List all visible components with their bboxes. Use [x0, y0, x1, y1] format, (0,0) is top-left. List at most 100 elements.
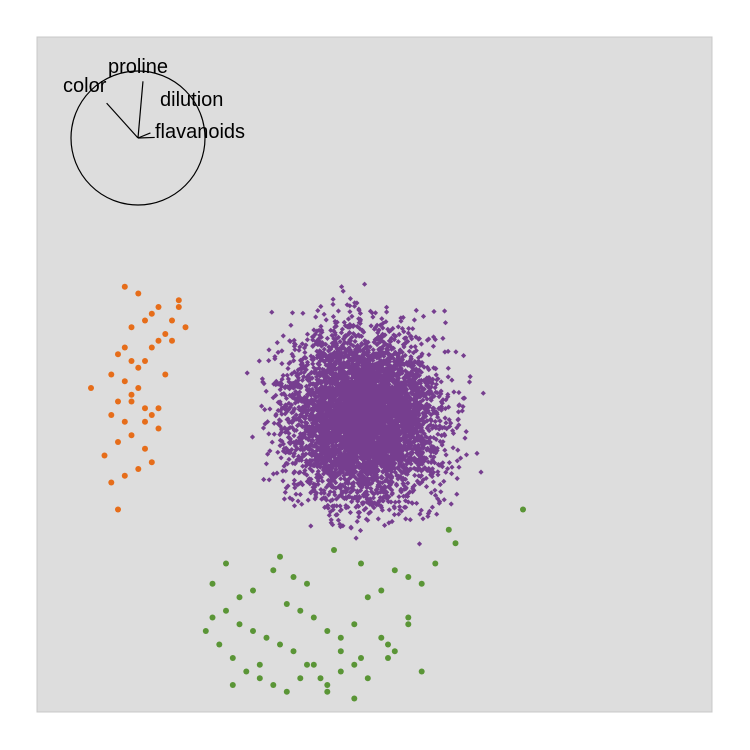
orange-point	[128, 391, 135, 398]
orange-point	[101, 452, 108, 459]
green-point	[209, 580, 216, 587]
orange-point	[182, 324, 189, 331]
projection-axis-line	[137, 136, 155, 139]
points-layer	[88, 281, 526, 702]
green-point	[385, 655, 391, 661]
green-point	[418, 580, 425, 587]
projection-axis-line	[137, 132, 151, 139]
orange-point	[115, 439, 121, 445]
orange-point	[108, 412, 115, 418]
green-point	[452, 540, 459, 547]
orange-point	[128, 432, 135, 439]
green-point	[209, 614, 216, 621]
orange-point	[155, 337, 162, 344]
green-point	[378, 587, 385, 594]
orange-point	[142, 418, 148, 425]
green-point	[202, 628, 209, 634]
green-point	[385, 641, 391, 648]
green-point	[290, 648, 297, 655]
green-point	[351, 621, 358, 628]
orange-point	[148, 412, 155, 418]
green-point	[283, 688, 290, 695]
green-point	[270, 567, 277, 574]
orange-point	[148, 459, 155, 466]
green-point	[317, 675, 324, 682]
green-point	[358, 560, 364, 567]
green-point	[418, 668, 425, 675]
green-point	[358, 655, 364, 661]
green-point	[331, 547, 337, 553]
green-point	[405, 621, 412, 628]
green-point	[405, 614, 412, 621]
orange-point	[148, 344, 155, 351]
green-point	[304, 661, 310, 668]
orange-point	[148, 310, 155, 317]
axis-label-proline: proline	[108, 56, 168, 78]
green-point	[405, 574, 412, 580]
projection-circle	[70, 70, 206, 206]
orange-point	[128, 324, 135, 331]
orange-point	[135, 385, 142, 391]
green-point	[256, 675, 263, 682]
green-point	[364, 594, 371, 601]
orange-point	[108, 479, 115, 486]
green-point	[283, 601, 290, 607]
orange-point	[135, 466, 142, 472]
green-point	[297, 675, 304, 682]
orange-point	[128, 398, 135, 405]
green-point	[337, 668, 344, 675]
green-point	[229, 655, 236, 661]
orange-point	[115, 398, 121, 405]
orange-point	[162, 331, 169, 337]
orange-point	[175, 304, 182, 310]
orange-point	[142, 317, 148, 324]
green-point	[445, 526, 452, 533]
green-point	[310, 614, 317, 621]
green-point	[351, 661, 358, 668]
green-point	[270, 682, 277, 688]
orange-point	[121, 472, 128, 479]
green-point	[324, 688, 331, 695]
green-point	[290, 574, 297, 580]
green-point	[391, 648, 398, 655]
orange-point	[115, 506, 121, 513]
green-point	[310, 661, 317, 668]
axis-label-flavanoids: flavanoids	[155, 121, 245, 143]
green-point	[256, 661, 263, 668]
orange-point	[121, 344, 128, 351]
orange-point	[121, 418, 128, 425]
orange-point	[135, 364, 142, 371]
projection-axis-lines	[106, 81, 155, 139]
projection-axis-line	[137, 81, 144, 139]
green-point	[216, 641, 223, 648]
orange-point	[115, 351, 121, 358]
green-point	[263, 634, 270, 641]
projection-axis-line	[106, 102, 139, 139]
projection-axes: proline color dilution flavanoids	[63, 56, 245, 206]
green-point	[364, 675, 371, 682]
orange-point	[142, 405, 148, 412]
orange-point	[121, 378, 128, 385]
orange-point	[88, 385, 94, 391]
series-points-purple	[244, 281, 486, 547]
green-point	[277, 553, 283, 560]
green-point	[277, 641, 283, 648]
green-point	[304, 580, 310, 587]
orange-point	[128, 358, 135, 364]
orange-point	[142, 358, 148, 364]
green-point	[324, 628, 331, 634]
orange-point	[108, 371, 115, 378]
green-point	[236, 621, 243, 628]
green-point	[243, 668, 250, 675]
orange-point	[135, 290, 142, 297]
axis-label-color: color	[63, 75, 107, 97]
orange-point	[155, 405, 162, 412]
orange-point	[169, 317, 175, 324]
orange-point	[155, 425, 162, 432]
green-point	[324, 682, 331, 688]
green-point	[337, 648, 344, 655]
green-point	[391, 567, 398, 574]
green-point	[250, 587, 256, 594]
orange-point	[169, 337, 175, 344]
